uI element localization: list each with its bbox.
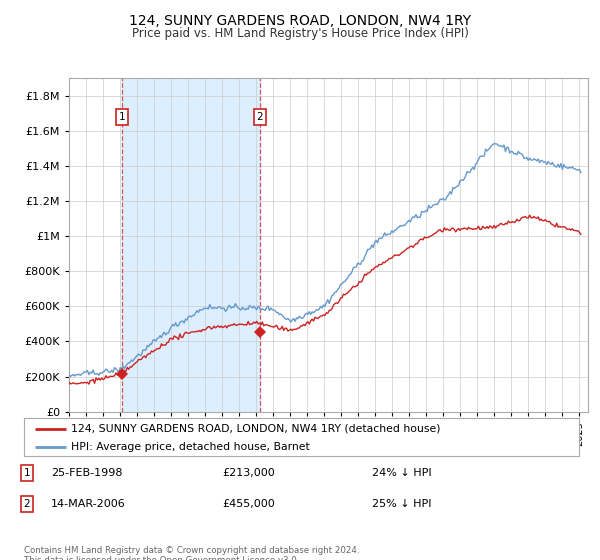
Text: 25% ↓ HPI: 25% ↓ HPI (372, 499, 431, 509)
Text: 2: 2 (23, 499, 31, 509)
Text: 14-MAR-2006: 14-MAR-2006 (51, 499, 126, 509)
Text: 2: 2 (256, 112, 263, 122)
Text: 124, SUNNY GARDENS ROAD, LONDON, NW4 1RY: 124, SUNNY GARDENS ROAD, LONDON, NW4 1RY (129, 14, 471, 28)
Text: Price paid vs. HM Land Registry's House Price Index (HPI): Price paid vs. HM Land Registry's House … (131, 27, 469, 40)
Text: 1: 1 (23, 468, 31, 478)
Text: 1: 1 (119, 112, 125, 122)
Text: HPI: Average price, detached house, Barnet: HPI: Average price, detached house, Barn… (71, 442, 310, 452)
Text: 25-FEB-1998: 25-FEB-1998 (51, 468, 122, 478)
Text: 124, SUNNY GARDENS ROAD, LONDON, NW4 1RY (detached house): 124, SUNNY GARDENS ROAD, LONDON, NW4 1RY… (71, 423, 440, 433)
Text: £213,000: £213,000 (222, 468, 275, 478)
Bar (122, 78, 260, 412)
Text: Contains HM Land Registry data © Crown copyright and database right 2024.
This d: Contains HM Land Registry data © Crown c… (24, 546, 359, 560)
Text: £455,000: £455,000 (222, 499, 275, 509)
Text: 24% ↓ HPI: 24% ↓ HPI (372, 468, 431, 478)
